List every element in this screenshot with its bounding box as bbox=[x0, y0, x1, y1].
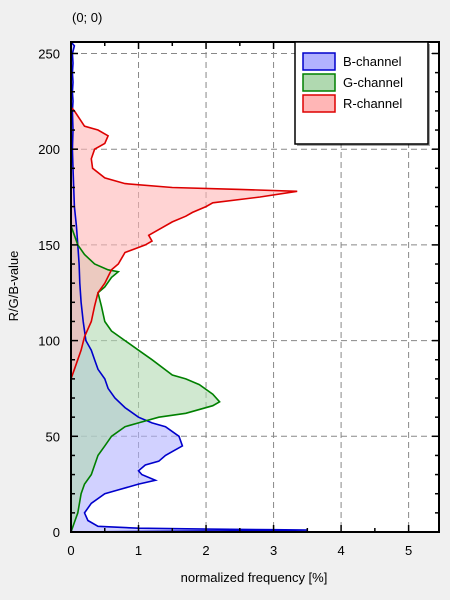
legend-label: R-channel bbox=[343, 96, 402, 111]
y-tick-label: 150 bbox=[38, 238, 60, 253]
x-tick-label: 2 bbox=[202, 543, 209, 558]
x-tick-label: 5 bbox=[405, 543, 412, 558]
series-line-r-channel bbox=[70, 106, 298, 380]
series-outlines bbox=[70, 41, 308, 533]
legend-swatch bbox=[302, 73, 336, 92]
y-tick-label: 50 bbox=[46, 429, 60, 444]
legend-label: G-channel bbox=[343, 75, 403, 90]
series-area-b-channel bbox=[71, 42, 308, 532]
legend: B-channel G-channel R-channel bbox=[294, 41, 430, 146]
legend-swatch bbox=[302, 52, 336, 71]
legend-swatch bbox=[302, 94, 336, 113]
y-tick-label: 250 bbox=[38, 46, 60, 61]
y-tick-labels: 0 50 100 150 200 250 bbox=[38, 46, 60, 540]
legend-label: B-channel bbox=[343, 54, 402, 69]
x-axis-label: normalized frequency [%] bbox=[181, 570, 328, 585]
grid-lines bbox=[71, 42, 439, 532]
y-axis-label: R/G/B-value bbox=[6, 251, 21, 322]
plot-frame bbox=[70, 41, 440, 533]
coordinate-readout: (0; 0) bbox=[72, 10, 103, 25]
x-tick-labels: 0 1 2 3 4 5 bbox=[67, 543, 412, 558]
series-area-g-channel bbox=[71, 225, 220, 532]
x-tick-label: 4 bbox=[337, 543, 344, 558]
x-tick-label: 3 bbox=[270, 543, 277, 558]
x-tick-label: 0 bbox=[67, 543, 74, 558]
x-tick-label: 1 bbox=[135, 543, 142, 558]
y-tick-label: 0 bbox=[53, 525, 60, 540]
y-tick-label: 100 bbox=[38, 334, 60, 349]
series-area-r-channel bbox=[71, 107, 298, 379]
series-line-b-channel bbox=[70, 41, 308, 533]
series-line-g-channel bbox=[70, 225, 221, 533]
y-tick-label: 200 bbox=[38, 142, 60, 157]
series-areas bbox=[70, 41, 308, 533]
